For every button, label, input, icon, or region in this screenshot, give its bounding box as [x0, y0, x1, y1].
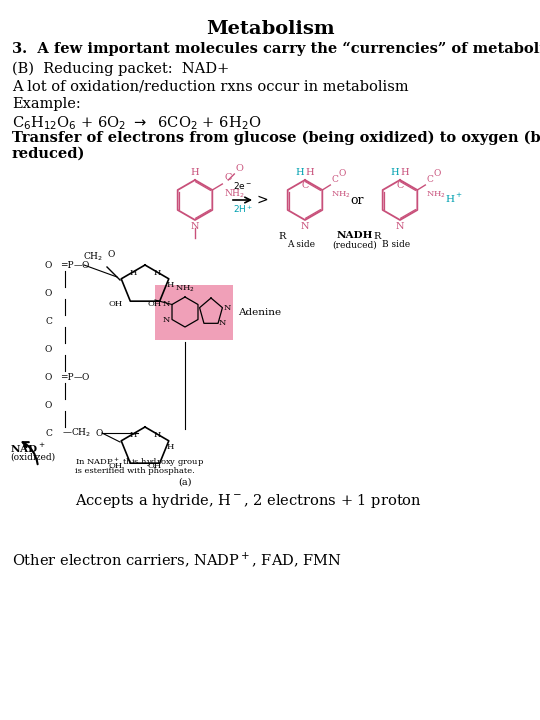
Text: C: C	[426, 175, 433, 184]
Text: is esterified with phosphate.: is esterified with phosphate.	[75, 467, 195, 475]
Text: O: O	[235, 164, 243, 173]
Text: 2e$^-$: 2e$^-$	[233, 180, 253, 191]
Text: In NADP$^+$ this hydroxy group: In NADP$^+$ this hydroxy group	[75, 455, 204, 469]
Text: NH$_2$: NH$_2$	[175, 284, 195, 294]
Text: N: N	[219, 320, 226, 328]
Text: H: H	[129, 431, 137, 439]
Text: NH$_2$: NH$_2$	[224, 187, 246, 199]
Text: N: N	[163, 315, 170, 323]
Text: =P: =P	[60, 372, 73, 382]
Text: OH: OH	[109, 462, 123, 470]
Text: (a): (a)	[178, 478, 192, 487]
Text: Accepts a hydride, H$^-$, 2 electrons + 1 proton: Accepts a hydride, H$^-$, 2 electrons + …	[75, 492, 422, 510]
Text: —O: —O	[74, 372, 90, 382]
Text: N: N	[224, 304, 231, 312]
Text: H: H	[390, 168, 399, 177]
Text: H: H	[306, 168, 314, 177]
Text: C: C	[45, 428, 52, 438]
Text: Adenine: Adenine	[238, 308, 281, 317]
Text: B side: B side	[382, 240, 410, 249]
Text: Example:: Example:	[12, 97, 81, 111]
Text: N: N	[396, 222, 404, 231]
Text: N: N	[301, 222, 309, 231]
Text: O: O	[107, 250, 114, 259]
Text: A lot of oxidation/reduction rxns occur in metabolism: A lot of oxidation/reduction rxns occur …	[12, 80, 409, 94]
Text: C: C	[301, 181, 309, 189]
Text: O: O	[45, 289, 52, 297]
Text: N: N	[191, 222, 199, 231]
Text: Other electron carriers, NADP$^+$, FAD, FMN: Other electron carriers, NADP$^+$, FAD, …	[12, 550, 342, 569]
Text: O: O	[339, 169, 346, 178]
Text: A side: A side	[287, 240, 315, 249]
Text: H$^+$: H$^+$	[445, 192, 463, 204]
Text: NAD$^+$: NAD$^+$	[10, 442, 45, 455]
Text: 2H$^+$: 2H$^+$	[233, 203, 253, 215]
Text: OH: OH	[147, 300, 161, 308]
Text: C: C	[332, 175, 338, 184]
Text: >: >	[256, 193, 268, 207]
Text: NH$_2$: NH$_2$	[426, 189, 446, 199]
Text: OH: OH	[109, 300, 123, 308]
Text: Transfer of electrons from glucose (being oxidized) to oxygen (being: Transfer of electrons from glucose (bein…	[12, 131, 540, 145]
Text: H: H	[296, 168, 305, 177]
Text: O: O	[45, 261, 52, 269]
Text: O: O	[45, 344, 52, 354]
Text: NADH: NADH	[337, 231, 373, 240]
Text: O: O	[45, 372, 52, 382]
Bar	[155, 285, 233, 340]
Text: OH: OH	[147, 462, 161, 470]
Text: 3.  A few important molecules carry the “currencies” of metabolism: 3. A few important molecules carry the “…	[12, 42, 540, 56]
Text: (oxidized): (oxidized)	[10, 453, 55, 462]
Text: C$_6$H$_{12}$O$_6$ + 6O$_2$ $\rightarrow$  6CO$_2$ + 6H$_2$O: C$_6$H$_{12}$O$_6$ + 6O$_2$ $\rightarrow…	[12, 114, 261, 132]
Text: H: H	[167, 281, 174, 289]
Text: R: R	[278, 232, 286, 241]
Text: —O: —O	[74, 261, 90, 269]
Text: (reduced): (reduced)	[333, 241, 377, 250]
Text: (B)  Reducing packet:  NAD+: (B) Reducing packet: NAD+	[12, 62, 229, 76]
Text: C: C	[224, 173, 232, 182]
Text: H: H	[191, 168, 199, 177]
Text: R: R	[373, 232, 381, 241]
Text: C: C	[45, 317, 52, 325]
Text: H: H	[129, 269, 137, 277]
Text: H: H	[153, 431, 161, 439]
Text: N: N	[163, 300, 170, 308]
Text: —CH$_2$: —CH$_2$	[62, 427, 91, 439]
Text: NH$_2$: NH$_2$	[332, 189, 351, 199]
Text: Metabolism: Metabolism	[206, 20, 334, 38]
Text: CH$_2$: CH$_2$	[83, 251, 103, 263]
Text: H: H	[401, 168, 409, 177]
Text: O: O	[95, 428, 103, 438]
Text: H: H	[167, 443, 174, 451]
Text: H: H	[153, 269, 161, 277]
Text: O: O	[45, 400, 52, 410]
Text: =P: =P	[60, 261, 73, 269]
Text: or: or	[350, 194, 364, 207]
Text: O: O	[433, 169, 441, 178]
Text: C: C	[396, 181, 404, 189]
Text: reduced): reduced)	[12, 147, 85, 161]
